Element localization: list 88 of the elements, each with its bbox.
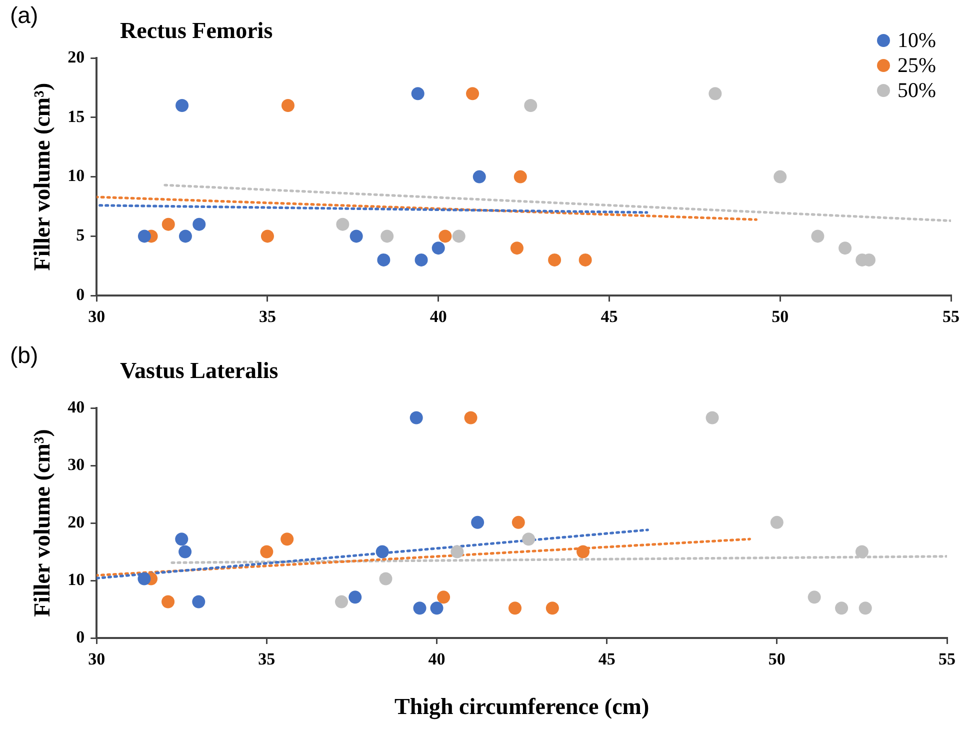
point xyxy=(576,545,590,558)
point xyxy=(379,572,392,586)
point xyxy=(377,253,390,266)
point xyxy=(471,516,484,529)
text: (a) xyxy=(10,2,38,29)
y-axis-title: Filler volume (cm³) xyxy=(30,429,55,617)
point xyxy=(138,230,151,243)
x-tick-label: 30 xyxy=(88,307,106,326)
y-tick-label: 15 xyxy=(68,106,85,126)
legend-label: 25% xyxy=(898,53,936,78)
point xyxy=(450,545,464,558)
x-tick-label: 55 xyxy=(942,307,960,326)
x-tick-label: 30 xyxy=(88,650,106,669)
y-tick-label: 30 xyxy=(68,454,85,474)
y-tick-label: 0 xyxy=(76,284,85,304)
point xyxy=(466,87,480,100)
point xyxy=(175,532,188,546)
y-tick-label: 10 xyxy=(68,570,85,589)
point xyxy=(162,595,175,608)
y-axis-title: Filler volume (cm³) xyxy=(30,82,55,271)
chart-title: Rectus Femoris xyxy=(120,18,273,44)
y-tick-label: 5 xyxy=(76,226,85,245)
legend-label: 10% xyxy=(898,28,936,53)
x-tick-label: 35 xyxy=(258,650,276,669)
x-tick-label: 35 xyxy=(258,307,276,326)
point xyxy=(548,253,562,266)
point xyxy=(192,595,206,608)
y-tick-label: 40 xyxy=(68,397,85,416)
point xyxy=(350,230,363,243)
x-tick-label: 50 xyxy=(772,307,789,326)
point xyxy=(546,602,559,615)
point xyxy=(855,545,868,558)
x-axis-title: Thigh circumference (cm) xyxy=(394,694,650,720)
x-tick-label: 40 xyxy=(430,307,447,326)
point xyxy=(260,230,274,243)
point xyxy=(706,411,719,424)
point xyxy=(430,602,444,615)
x-tick-label: 40 xyxy=(428,650,446,669)
chart-title: Vastus Lateralis xyxy=(120,358,278,384)
point xyxy=(432,242,445,255)
point xyxy=(260,545,274,558)
point xyxy=(524,99,538,112)
point xyxy=(411,87,424,100)
text: (b) xyxy=(10,342,38,369)
point xyxy=(138,572,151,586)
point xyxy=(774,170,787,184)
point xyxy=(838,242,852,255)
legend-label: 50% xyxy=(898,78,936,103)
point xyxy=(464,411,478,424)
point xyxy=(858,602,872,615)
point xyxy=(348,590,362,604)
point xyxy=(522,532,536,546)
point xyxy=(811,230,824,243)
point xyxy=(335,595,348,608)
y-tick-label: 0 xyxy=(76,627,85,646)
point xyxy=(192,218,206,231)
point xyxy=(178,230,192,243)
point xyxy=(280,532,294,546)
point xyxy=(708,87,722,100)
point xyxy=(578,253,592,266)
point xyxy=(514,170,527,184)
y-tick-label: 20 xyxy=(68,47,85,66)
point xyxy=(413,602,426,615)
point xyxy=(512,516,525,529)
point xyxy=(336,218,350,231)
point xyxy=(376,545,389,558)
x-tick-label: 50 xyxy=(768,650,786,669)
point xyxy=(808,590,821,604)
point xyxy=(410,411,423,424)
point xyxy=(162,218,175,231)
point xyxy=(770,516,784,529)
point xyxy=(438,230,452,243)
point xyxy=(510,242,524,255)
point xyxy=(472,170,486,184)
point xyxy=(452,230,466,243)
y-tick-label: 10 xyxy=(68,166,85,186)
point xyxy=(380,230,394,243)
point xyxy=(508,602,522,615)
point xyxy=(437,590,450,604)
x-tick-label: 45 xyxy=(598,650,616,669)
point xyxy=(281,99,294,112)
point xyxy=(835,602,848,615)
x-tick-label: 55 xyxy=(938,650,956,669)
point xyxy=(176,99,189,112)
y-tick-label: 20 xyxy=(68,512,85,532)
x-tick-label: 45 xyxy=(600,307,618,326)
point xyxy=(178,545,192,558)
point xyxy=(414,253,428,266)
